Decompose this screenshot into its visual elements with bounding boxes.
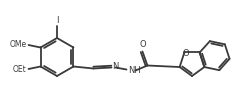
- Text: OEt: OEt: [13, 65, 27, 74]
- Text: OMe: OMe: [9, 40, 27, 49]
- Text: O: O: [182, 49, 189, 58]
- Text: I: I: [56, 16, 58, 25]
- Text: O: O: [139, 41, 146, 49]
- Text: N: N: [112, 62, 119, 71]
- Text: NH: NH: [128, 66, 141, 75]
